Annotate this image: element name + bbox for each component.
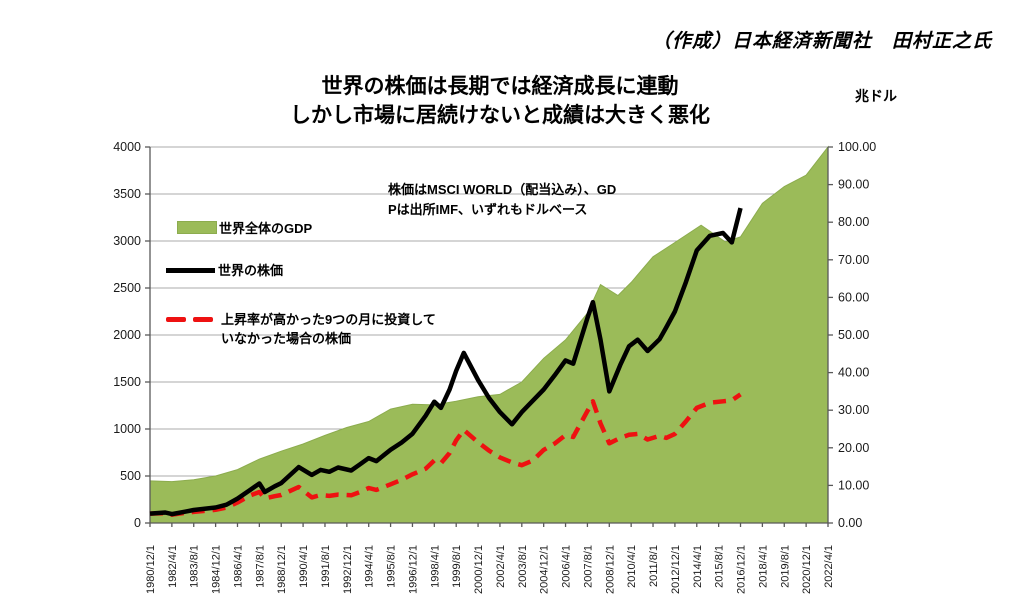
page-title-line2: しかし市場に居続けないと成績は大きく悪化 xyxy=(290,104,710,127)
page-title-line1: 世界の株価は長期では経済成長に連動 xyxy=(321,75,679,98)
source-annotation: 株価はMSCI WORLD（配当込み）、GD Pは出所IMF、いずれもドルベース xyxy=(388,180,616,219)
x-axis-tick-label: 2020/12/1 xyxy=(801,545,813,594)
gdp-area xyxy=(149,145,829,524)
x-axis-tick-label: 1986/4/1 xyxy=(232,545,244,588)
legend-missed-label-line1: 上昇率が高かった9つの月に投資して xyxy=(221,312,436,327)
stock-line xyxy=(149,207,743,517)
x-axis-tick-label: 2006/4/1 xyxy=(561,545,573,588)
x-axis-tick-label: 1988/12/1 xyxy=(276,545,288,594)
x-axis-tick-label: 2012/12/1 xyxy=(670,545,682,594)
right-axis-unit-label: 兆ドル xyxy=(855,88,897,104)
x-axis-tick-label: 1990/4/1 xyxy=(298,545,310,588)
left-axis-tick-label: 2500 xyxy=(113,281,141,295)
legend-item-missed-months: 上昇率が高かった9つの月に投資して いなかった場合の株価 xyxy=(166,310,436,348)
x-axis-tick-label: 2011/8/1 xyxy=(648,545,660,587)
x-axis-tick-label: 1999/8/1 xyxy=(451,545,463,588)
x-axis-tick-label: 2010/4/1 xyxy=(626,545,638,588)
attribution-text: （作成）日本経済新聞社 田村正之氏 xyxy=(651,31,992,52)
x-axis-tick-label: 2016/12/1 xyxy=(736,545,748,594)
right-axis-tick-label: 60.00 xyxy=(838,290,869,304)
left-axis-tick-label: 1500 xyxy=(113,375,141,389)
x-axis-tick-label: 1998/4/1 xyxy=(429,545,441,588)
stock-line-swatch-icon xyxy=(166,268,215,273)
left-axis-tick-label: 0 xyxy=(134,516,141,530)
left-axis-tick-label: 1000 xyxy=(113,422,141,436)
x-axis-tick-label: 2002/4/1 xyxy=(495,545,507,588)
x-axis-tick-label: 1994/4/1 xyxy=(364,545,376,588)
source-annotation-line1: 株価はMSCI WORLD（配当込み）、GD xyxy=(388,182,617,197)
legend-item-stock: 世界の株価 xyxy=(166,261,283,280)
x-axis-tick-label: 2008/12/1 xyxy=(604,545,616,594)
dashed-line-swatch-icon xyxy=(166,317,186,322)
left-axis-tick-label: 4000 xyxy=(113,140,141,154)
right-axis-tick-label: 70.00 xyxy=(838,253,869,267)
right-axis-tick-label: 30.00 xyxy=(838,403,869,417)
x-axis-tick-label: 2000/12/1 xyxy=(473,545,485,594)
right-axis-tick-label: 90.00 xyxy=(838,178,869,192)
left-axis-tick-label: 500 xyxy=(120,469,141,483)
left-axis-tick-label: 3000 xyxy=(113,234,141,248)
right-axis-tick-label: 40.00 xyxy=(838,366,869,380)
x-axis-tick-label: 1983/8/1 xyxy=(189,545,201,588)
x-axis-tick-label: 2003/8/1 xyxy=(517,545,529,588)
gdp-area-swatch-icon xyxy=(177,221,217,234)
x-axis-tick-label: 2015/8/1 xyxy=(714,545,726,588)
right-axis-tick-label: 80.00 xyxy=(838,215,869,229)
left-axis-tick-label: 3500 xyxy=(113,187,141,201)
x-axis-tick-label: 1991/8/1 xyxy=(320,545,332,588)
right-axis-tick-label: 50.00 xyxy=(838,328,869,342)
x-axis-tick-label: 2018/4/1 xyxy=(757,545,769,588)
source-annotation-line2: Pは出所IMF、いずれもドルベース xyxy=(388,201,588,217)
x-axis-tick-label: 1987/8/1 xyxy=(254,545,266,588)
x-axis-tick-label: 1992/12/1 xyxy=(342,545,354,594)
right-axis-tick-label: 0.00 xyxy=(838,516,862,530)
x-axis-tick-label: 1982/4/1 xyxy=(167,545,179,588)
x-axis-tick-label: 2019/8/1 xyxy=(779,545,791,588)
x-axis-tick-label: 1995/8/1 xyxy=(386,545,398,588)
right-axis-tick-label: 100.00 xyxy=(838,140,876,154)
x-axis-tick-label: 1980/12/1 xyxy=(145,545,157,594)
right-axis-tick-label: 10.00 xyxy=(838,478,869,492)
missed-months-line xyxy=(149,392,742,517)
legend-stock-label: 世界の株価 xyxy=(218,263,284,278)
x-axis-tick-label: 1996/12/1 xyxy=(407,545,419,594)
legend-gdp-label: 世界全体のGDP xyxy=(219,221,313,236)
dashed-line-swatch-icon xyxy=(193,317,213,322)
x-axis-tick-label: 2004/12/1 xyxy=(539,545,551,594)
legend-item-gdp: 世界全体のGDP xyxy=(177,219,312,238)
page-title: 世界の株価は長期では経済成長に連動 しかし市場に居続けないと成績は大きく悪化 xyxy=(150,72,850,130)
x-axis-tick-label: 2007/8/1 xyxy=(582,545,594,588)
x-axis-tick-label: 1984/12/1 xyxy=(211,545,223,594)
x-axis-tick-label: 2014/4/1 xyxy=(692,545,704,588)
right-axis-tick-label: 20.00 xyxy=(838,441,869,455)
left-axis-tick-label: 2000 xyxy=(113,328,141,342)
x-axis-tick-label: 2022/4/1 xyxy=(823,545,835,588)
legend-missed-label-line2: いなかった場合の株価 xyxy=(221,331,352,346)
